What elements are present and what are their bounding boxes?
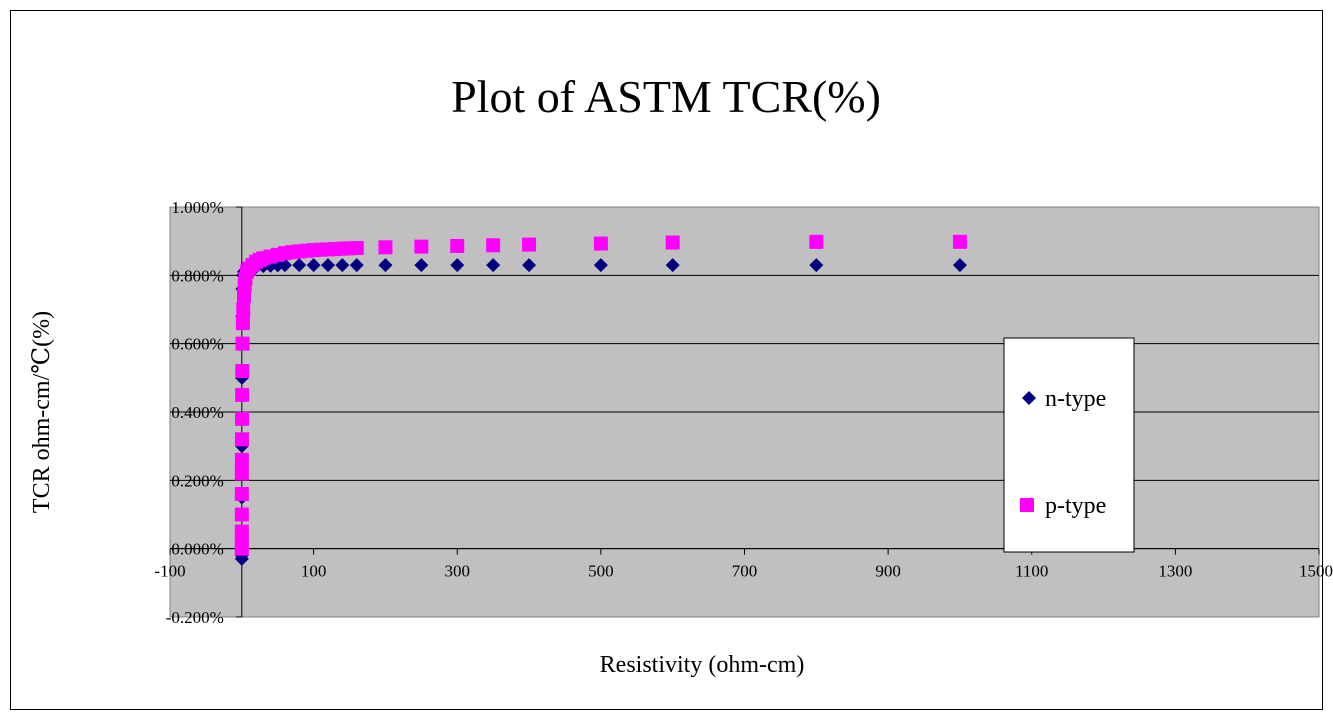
p-type-point-13 (236, 302, 251, 317)
p-type-point-42 (665, 235, 680, 250)
n-type-point-24 (378, 258, 393, 273)
p-type-point-12 (235, 316, 250, 331)
p-type-point-43 (809, 234, 824, 249)
p-type-point-10 (235, 364, 250, 378)
p-type-point-7 (234, 432, 249, 447)
n-type-point-29 (593, 258, 608, 273)
x-tick-label-2: 300 (445, 562, 471, 581)
p-type-point-44 (952, 234, 967, 249)
x-axis-label: Resistivity (ohm-cm) (600, 652, 805, 678)
n-type-point-19 (292, 258, 307, 273)
n-type-point-25 (414, 258, 429, 273)
p-type-point-2 (234, 524, 249, 539)
p-type-point-9 (235, 387, 250, 402)
n-type-point-28 (522, 258, 537, 273)
x-tick-label-6: 1100 (1015, 562, 1048, 581)
p-type-point-41 (593, 236, 608, 251)
x-tick-labels: -100 100 300 500 700 900 1100 1300 1500 (154, 562, 1333, 581)
p-type-point-6 (234, 452, 249, 467)
y-tick-label-4: 0.600% (171, 335, 223, 354)
chart-title: Plot of ASTM TCR(%) (451, 71, 881, 122)
x-tick-label-8: 1500 (1299, 562, 1333, 581)
n-type-point-23 (349, 258, 364, 273)
legend-label-n-type: n-type (1045, 386, 1106, 412)
p-type-point-40 (522, 237, 537, 252)
p-type-point-3 (234, 507, 249, 522)
y-tick-label-1: 0.000% (171, 540, 223, 559)
y-axis-label: TCR ohm-cm/℃(%) (29, 311, 55, 513)
x-tick-label-4: 700 (732, 562, 758, 581)
legend-box (1003, 337, 1135, 553)
p-type-point-35 (349, 241, 364, 255)
p-type-point-11 (235, 336, 250, 351)
legend-label-p-type: p-type (1045, 493, 1106, 519)
n-type-point-27 (486, 258, 501, 273)
x-tick-label-5: 900 (875, 562, 901, 581)
p-type-point-39 (486, 238, 501, 253)
y-tick-label-0: -0.200% (166, 608, 224, 627)
y-tick-label-5: 0.800% (171, 266, 223, 285)
y-tick-label-6: 1.000% (171, 198, 223, 217)
series-p-type (234, 234, 967, 556)
y-tick-label-3: 0.400% (171, 403, 223, 422)
n-type-point-20 (306, 258, 321, 273)
n-type-point-21 (320, 258, 335, 273)
p-type-point-5 (234, 466, 249, 481)
legend: n-type p-type (1003, 337, 1135, 553)
x-tick-label-3: 500 (588, 562, 614, 581)
p-type-point-37 (414, 239, 429, 254)
p-type-point-4 (234, 487, 249, 501)
n-type-point-22 (335, 258, 350, 273)
x-tick-label-1: 100 (301, 562, 327, 581)
p-type-point-36 (378, 240, 393, 255)
n-type-point-30 (665, 258, 680, 273)
p-type-point-38 (450, 238, 465, 253)
legend-marker-p-type (1020, 498, 1034, 512)
y-tick-label-2: 0.200% (171, 471, 223, 490)
n-type-point-31 (809, 258, 824, 273)
y-tick-labels: -0.200% 0.000% 0.200% 0.400% 0.600% 0.800% 1.0… (166, 198, 224, 627)
n-type-point-32 (952, 258, 967, 273)
legend-marker-n-type (1022, 391, 1036, 405)
n-type-point-26 (450, 258, 465, 273)
p-type-point-8 (235, 411, 250, 426)
x-tick-label-0: -100 (154, 562, 185, 581)
x-tick-label-7: 1300 (1158, 562, 1192, 581)
